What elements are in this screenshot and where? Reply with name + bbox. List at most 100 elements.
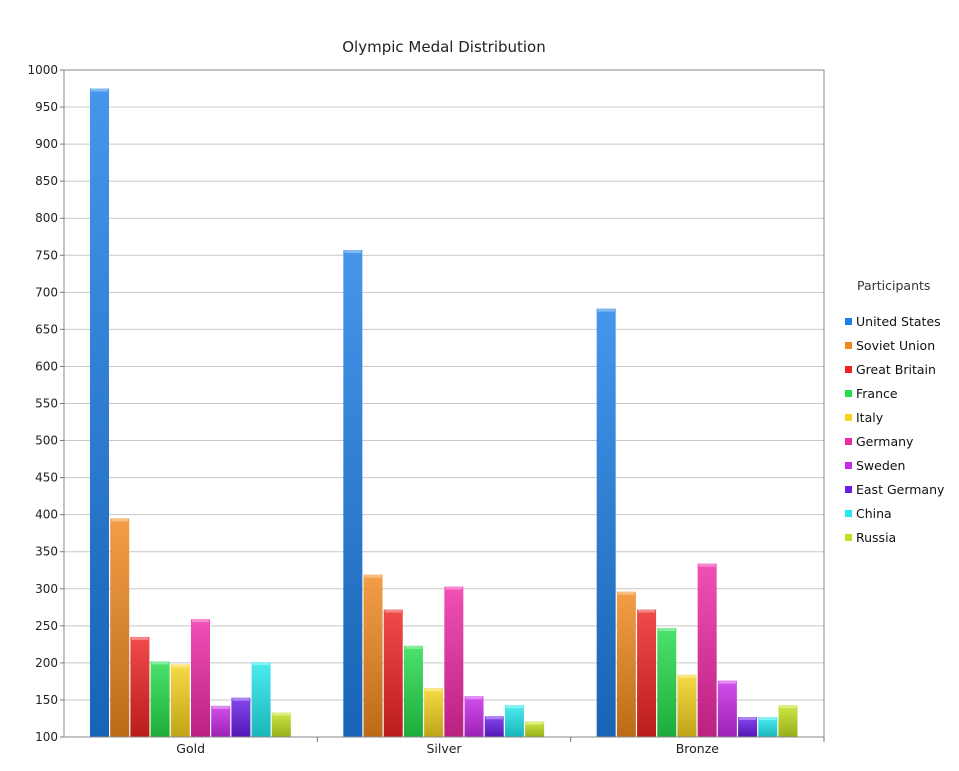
bar-bronze-russia bbox=[778, 705, 798, 737]
legend-swatch bbox=[845, 509, 852, 517]
legend-label: East Germany bbox=[856, 481, 945, 497]
bar-highlight bbox=[131, 636, 149, 640]
legend-label: United States bbox=[856, 313, 941, 329]
legend-item: Great Britain bbox=[845, 357, 957, 381]
legend-swatch bbox=[845, 341, 852, 349]
bar-gold-soviet-union bbox=[110, 518, 130, 737]
bar-gold-france bbox=[150, 661, 170, 737]
legend-swatch bbox=[845, 533, 852, 541]
y-tick-label: 1000 bbox=[27, 63, 58, 77]
y-tick-label: 250 bbox=[35, 619, 58, 633]
bar-highlight bbox=[232, 697, 250, 701]
bar-highlight bbox=[425, 688, 443, 692]
y-tick-label: 950 bbox=[35, 100, 58, 114]
y-tick-label: 700 bbox=[35, 285, 58, 299]
bar-silver-sweden bbox=[464, 696, 484, 737]
bar-highlight bbox=[445, 586, 463, 590]
bar-highlight bbox=[597, 308, 615, 312]
bar-highlight bbox=[739, 716, 757, 720]
y-tick-label: 200 bbox=[35, 656, 58, 670]
bar-gold-sweden bbox=[211, 705, 231, 737]
legend-label: Soviet Union bbox=[856, 337, 936, 353]
bar-highlight bbox=[698, 563, 716, 567]
bar-highlight bbox=[212, 705, 230, 709]
bar-bronze-germany bbox=[697, 563, 717, 737]
y-tick-label: 550 bbox=[35, 397, 58, 411]
bar-highlight bbox=[505, 705, 523, 709]
y-tick-label: 300 bbox=[35, 582, 58, 596]
bar-bronze-italy bbox=[677, 674, 697, 737]
legend-item: Sweden bbox=[845, 453, 957, 477]
bar-silver-east-germany bbox=[484, 716, 504, 737]
bar-bronze-united-states bbox=[596, 308, 616, 737]
bar-silver-united-states bbox=[343, 250, 363, 737]
gridlines bbox=[64, 69, 824, 738]
legend-title: Participants bbox=[857, 278, 931, 293]
plot-frame bbox=[63, 69, 825, 738]
y-tick-label: 400 bbox=[35, 508, 58, 522]
legend-swatch bbox=[845, 413, 852, 421]
bar-highlight bbox=[272, 712, 290, 716]
y-tick-label: 650 bbox=[35, 322, 58, 336]
bar-highlight bbox=[364, 574, 382, 578]
bar-silver-france bbox=[403, 645, 423, 737]
bar-highlight bbox=[759, 716, 777, 720]
bar-bronze-sweden bbox=[717, 680, 737, 737]
legend-label: China bbox=[856, 505, 892, 521]
bar-highlight bbox=[151, 661, 169, 665]
legend: Participants United States Soviet Union Gr… bbox=[845, 278, 957, 549]
y-tick-label: 850 bbox=[35, 174, 58, 188]
bar-highlight bbox=[384, 609, 402, 613]
legend-swatch bbox=[845, 437, 852, 445]
y-tick-label: 750 bbox=[35, 248, 58, 262]
bar-silver-germany bbox=[444, 586, 464, 737]
legend-swatch bbox=[845, 485, 852, 493]
bar-bronze-china bbox=[758, 716, 778, 737]
legend-label: Great Britain bbox=[856, 361, 936, 377]
legend-item: Germany bbox=[845, 429, 957, 453]
legend-swatch bbox=[845, 461, 852, 469]
bar-silver-great-britain bbox=[383, 609, 403, 737]
legend-items: United States Soviet Union Great Britain Fr… bbox=[845, 309, 957, 549]
bar-highlight bbox=[344, 250, 362, 254]
bar-highlight bbox=[779, 705, 797, 709]
axes: 100 150 200 250 300 350 400 450 500 550 600 650 700 7… bbox=[27, 63, 825, 756]
bar-highlight bbox=[617, 591, 635, 595]
legend-label: Germany bbox=[856, 433, 914, 449]
bar-gold-great-britain bbox=[130, 636, 150, 737]
legend-swatch bbox=[845, 365, 852, 373]
legend-swatch bbox=[845, 389, 852, 397]
bar-gold-russia bbox=[271, 712, 291, 737]
legend-item: East Germany bbox=[845, 477, 957, 501]
bar-bronze-great-britain bbox=[637, 609, 657, 737]
bar-highlight bbox=[111, 518, 129, 522]
y-tick-label: 150 bbox=[35, 693, 58, 707]
bar-gold-united-states bbox=[90, 88, 109, 738]
y-tick-label: 450 bbox=[35, 471, 58, 485]
legend-item: France bbox=[845, 381, 957, 405]
bar-bronze-france bbox=[657, 628, 677, 737]
legend-swatch bbox=[845, 317, 852, 325]
bar-highlight bbox=[91, 88, 108, 92]
x-category-label: Bronze bbox=[676, 741, 720, 756]
x-category-label: Gold bbox=[176, 741, 205, 756]
bar-gold-east-germany bbox=[231, 697, 251, 737]
bar-highlight bbox=[638, 609, 656, 613]
legend-item: United States bbox=[845, 309, 957, 333]
bar-gold-italy bbox=[170, 664, 190, 737]
y-tick-label: 350 bbox=[35, 545, 58, 559]
bar-gold-china bbox=[251, 662, 271, 737]
bar-silver-china bbox=[504, 705, 524, 737]
bar-highlight bbox=[192, 619, 209, 623]
bar-highlight bbox=[465, 696, 483, 700]
y-tick-label: 900 bbox=[35, 137, 58, 151]
chart-title: Olympic Medal Distribution bbox=[342, 38, 546, 56]
x-category-label: Silver bbox=[426, 741, 462, 756]
bar-highlight bbox=[485, 716, 503, 720]
legend-item: Russia bbox=[845, 525, 957, 549]
bar-gold-germany bbox=[191, 619, 210, 737]
y-tick-label: 500 bbox=[35, 434, 58, 448]
bar-highlight bbox=[171, 664, 189, 668]
legend-item: Italy bbox=[845, 405, 957, 429]
